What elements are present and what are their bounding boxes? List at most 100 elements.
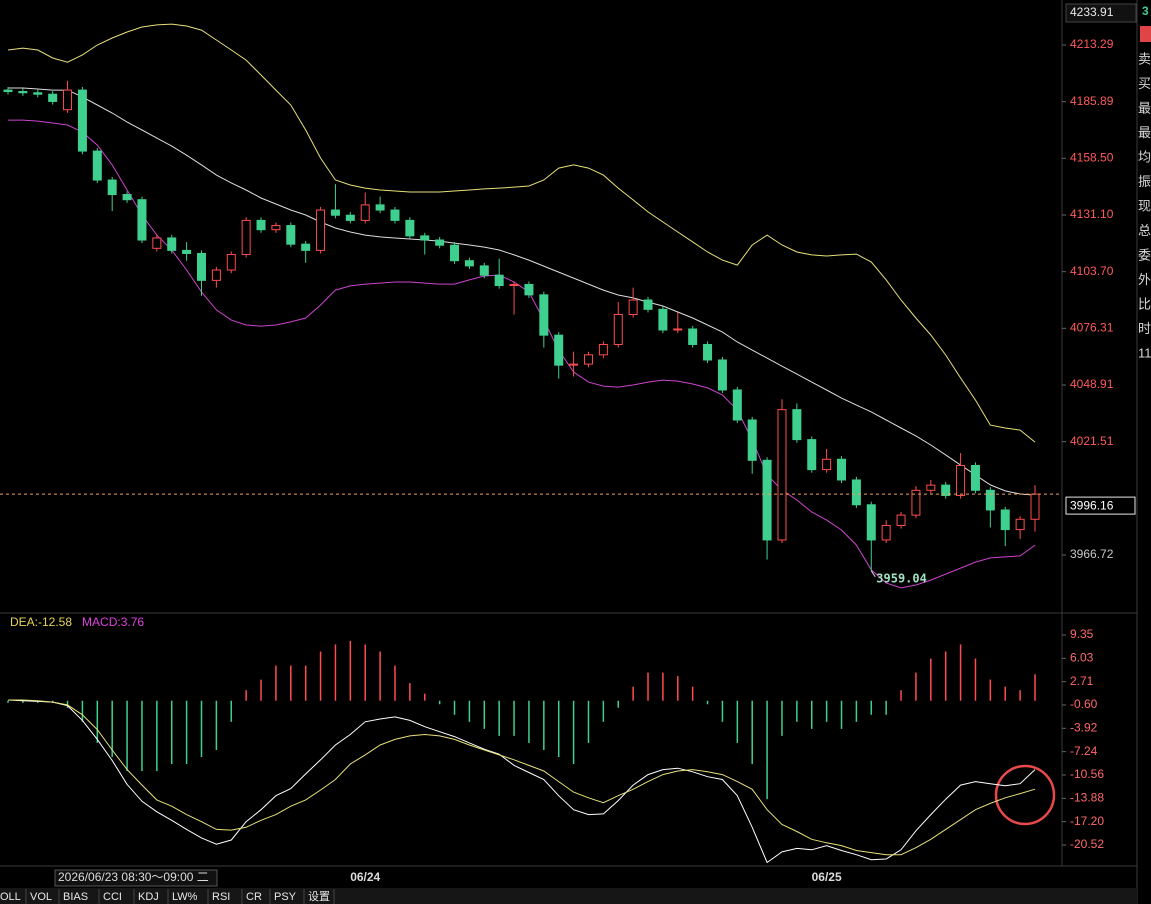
max-label-box (1065, 3, 1137, 23)
candle-body (1030, 493, 1040, 520)
candle-body (941, 484, 951, 496)
candle-body (658, 308, 668, 331)
y-tick-label: 4021.51 (1070, 434, 1114, 448)
candle-body (18, 91, 28, 94)
candle-body (464, 260, 474, 267)
highlight-circle (994, 764, 1056, 826)
candle-body (777, 409, 787, 541)
candle-body (256, 219, 266, 231)
candle-body (837, 458, 847, 481)
candle-body (63, 89, 73, 111)
candle-body (747, 419, 757, 461)
candle-body (122, 194, 132, 201)
candle-body (822, 458, 832, 471)
candle-body (405, 219, 415, 237)
side-label: 最 (1138, 125, 1151, 140)
side-label: 比 (1138, 296, 1151, 311)
side-label: 现 (1138, 198, 1151, 213)
candle-body (435, 239, 445, 246)
legend-entry: DEA:-12.58 (10, 615, 72, 629)
candle-body (762, 459, 772, 541)
side-label: 最 (1138, 100, 1151, 115)
candle-body (732, 389, 742, 421)
side-label: 时 (1138, 321, 1151, 336)
side-label: 总 (1138, 223, 1151, 238)
candle-body (896, 514, 906, 526)
tab-bar (0, 888, 1137, 904)
y-tick-label: 4048.91 (1070, 377, 1114, 391)
candle-body (241, 219, 251, 256)
candle-body (956, 464, 966, 496)
side-label: 买 (1138, 76, 1151, 91)
side-label: 委 (1138, 247, 1151, 262)
y-tick-label: 4213.29 (1070, 37, 1114, 51)
tab-label: CR (246, 891, 262, 903)
bollinger-band (8, 119, 1036, 589)
candle-body (539, 294, 549, 336)
candle-body (688, 328, 698, 345)
side-label: 均 (1138, 149, 1151, 164)
candle-body (881, 524, 891, 541)
y-tick-label: -3.92 (1070, 720, 1098, 734)
x-tick-label: 06/24 (350, 870, 380, 884)
y-tick-label: -13.88 (1070, 791, 1104, 805)
max-label: 4233.91 (1070, 5, 1114, 19)
y-tick-label: 4076.31 (1070, 320, 1114, 334)
candle-body (643, 299, 653, 310)
candle-body (524, 283, 534, 296)
side-label: 振 (1138, 174, 1151, 189)
y-tick-label: 4158.50 (1070, 151, 1114, 165)
tab-label: 设置 (308, 890, 330, 903)
cursor-label: 2026/06/23 08:30～09:00 二 (58, 870, 209, 884)
tab-label: BIAS (63, 891, 88, 903)
candle-body (107, 179, 117, 196)
candle-body (509, 283, 519, 287)
candle-body (866, 504, 876, 541)
candle-body (554, 334, 564, 366)
candle-body (48, 93, 58, 102)
candle-body (211, 269, 221, 281)
y-tick-label: -17.20 (1070, 814, 1104, 828)
side-label: 11 (1138, 345, 1151, 360)
y-tick-label: -7.24 (1070, 744, 1098, 758)
candle-body (77, 89, 87, 152)
y-tick-label: -10.56 (1070, 767, 1104, 781)
candle-body (598, 343, 608, 356)
y-tick-label: 4103.70 (1070, 264, 1114, 278)
candle-body (316, 209, 326, 251)
side-label: 卖 (1138, 51, 1151, 66)
side-top: 3 (1142, 4, 1149, 18)
candle-body (450, 244, 460, 262)
candle-body (360, 204, 370, 221)
last-price-label: 3996.16 (1070, 498, 1114, 512)
candle-body (3, 89, 13, 93)
low-pointer (870, 570, 876, 578)
y-tick-label: 2.71 (1070, 674, 1094, 688)
side-icon (1140, 26, 1151, 42)
bollinger-band (7, 23, 1036, 443)
candle-body (226, 254, 236, 271)
candle-body (167, 237, 177, 251)
y-tick-label: 6.03 (1070, 650, 1094, 664)
candle-body (569, 363, 579, 366)
candle-body (792, 409, 802, 441)
candle-body (717, 359, 727, 391)
tab-label: KDJ (138, 891, 159, 903)
candle-body (583, 354, 593, 365)
candle-body (970, 464, 980, 491)
candle-body (286, 225, 296, 245)
candle-body (137, 199, 147, 241)
tab-label: VOL (30, 891, 52, 903)
candle-body (985, 489, 995, 511)
candle-body (911, 489, 921, 516)
tab-label: RSI (212, 891, 230, 903)
candle-body (926, 484, 936, 491)
legend-entry: MACD:3.76 (82, 615, 144, 629)
candle-body (196, 252, 206, 281)
macd-line (8, 699, 1036, 856)
candle-body (152, 237, 162, 249)
candle-body (271, 225, 281, 231)
candle-body (420, 235, 430, 241)
y-tick-label: 3966.72 (1070, 547, 1114, 561)
